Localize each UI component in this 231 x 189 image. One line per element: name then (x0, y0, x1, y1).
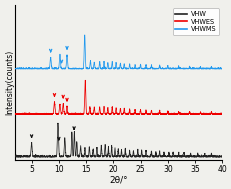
X-axis label: 2θ/°: 2θ/° (109, 175, 128, 184)
Legend: VHW, VHWES, VHWMS: VHW, VHWES, VHWMS (172, 8, 218, 35)
Y-axis label: Intensity(counts): Intensity(counts) (5, 50, 14, 115)
